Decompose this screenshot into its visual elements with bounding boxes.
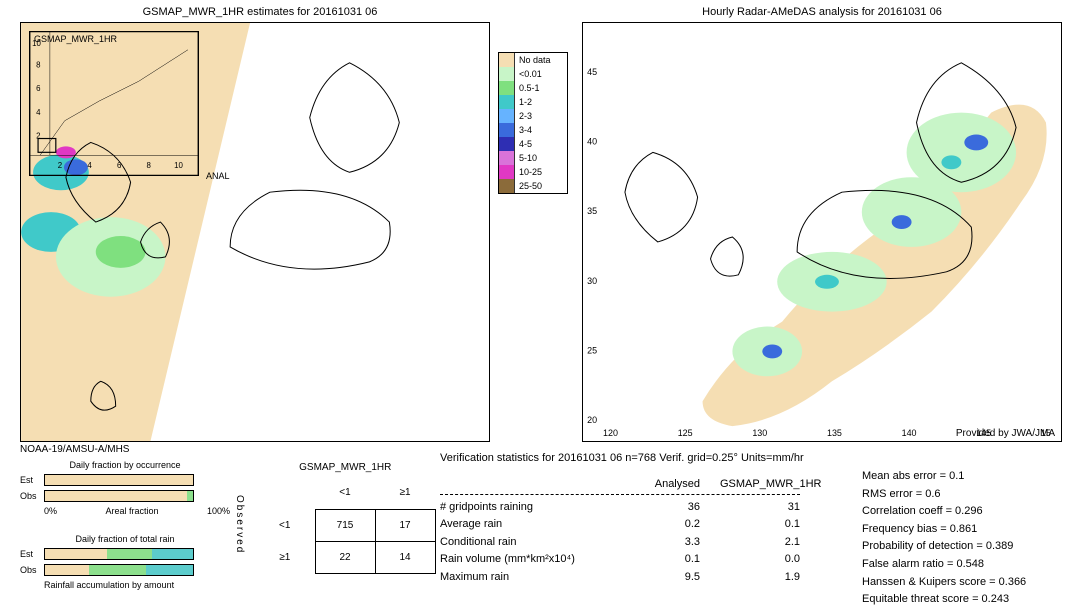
occ-title: Daily fraction by occurrence [20, 460, 230, 470]
occ-axis-1: Areal fraction [105, 506, 158, 516]
left-map-inset: GSMAP_MWR_1HR 2 4 6 8 10 2 4 6 8 10 [29, 31, 199, 176]
legend-row: 3-4 [499, 123, 567, 137]
matrix-cell-10: 22 [315, 541, 375, 573]
verif-row: Average rain0.20.1 [440, 516, 800, 534]
verif-header: Verification statistics for 20161031 06 … [440, 452, 804, 464]
bar-row: Est [20, 474, 230, 486]
right-map-title: Hourly Radar-AMeDAS analysis for 2016103… [582, 6, 1062, 18]
verif-row: # gridpoints raining3631 [440, 499, 800, 517]
bar-row: Obs [20, 490, 230, 502]
svg-text:120: 120 [603, 428, 618, 438]
matrix-cell-01: 17 [375, 509, 435, 541]
legend-row: <0.01 [499, 67, 567, 81]
left-map-footer: NOAA-19/AMSU-A/MHS [20, 444, 129, 455]
score-row: RMS error = 0.6 [862, 486, 1026, 504]
left-map-title: GSMAP_MWR_1HR estimates for 20161031 06 [20, 6, 500, 18]
svg-text:10: 10 [174, 161, 183, 170]
matrix-col-0: <1 [315, 477, 375, 509]
svg-text:130: 130 [752, 428, 767, 438]
legend-row: No data [499, 53, 567, 67]
verif-head-0: Analysed [620, 476, 720, 494]
verif-head-1: GSMAP_MWR_1HR [720, 476, 800, 494]
rain-title: Daily fraction of total rain [20, 534, 230, 544]
svg-text:25: 25 [587, 345, 597, 355]
svg-text:4: 4 [36, 108, 41, 117]
left-map-panel: GSMAP_MWR_1HR 2 4 6 8 10 2 4 6 8 10 ANAL [20, 22, 490, 442]
legend-row: 0.5-1 [499, 81, 567, 95]
svg-text:10: 10 [32, 39, 41, 48]
rain-axis: Rainfall accumulation by amount [20, 580, 230, 590]
score-row: False alarm ratio = 0.548 [862, 556, 1026, 574]
legend-row: 1-2 [499, 95, 567, 109]
svg-text:125: 125 [678, 428, 693, 438]
occ-axis-0: 0% [44, 506, 57, 516]
rain-fraction-block: Daily fraction of total rain Est Obs Rain… [20, 534, 230, 590]
verif-row: Maximum rain9.51.9 [440, 569, 800, 587]
svg-text:8: 8 [36, 61, 41, 70]
svg-text:4: 4 [87, 161, 92, 170]
svg-text:2: 2 [36, 132, 40, 141]
contingency-matrix: GSMAP_MWR_1HR <1 ≥1 <1 715 17 ≥1 22 14 [255, 462, 436, 574]
scores-block: Mean abs error = 0.1RMS error = 0.6Corre… [862, 468, 1026, 609]
verif-row: Rain volume (mm*km²x10⁴)0.10.0 [440, 551, 800, 569]
legend-row: 10-25 [499, 165, 567, 179]
svg-text:30: 30 [587, 276, 597, 286]
legend-row: 2-3 [499, 109, 567, 123]
bar-row: Obs [20, 564, 230, 576]
bar-row: Est [20, 548, 230, 560]
svg-text:35: 35 [587, 206, 597, 216]
svg-text:8: 8 [147, 161, 152, 170]
legend-row: 5-10 [499, 151, 567, 165]
matrix-cell-00: 715 [315, 509, 375, 541]
occurrence-fraction-block: Daily fraction by occurrence Est Obs 0% A… [20, 460, 230, 516]
matrix-cell-11: 14 [375, 541, 435, 573]
color-legend: No data<0.010.5-11-22-33-44-55-1010-2525… [498, 52, 568, 194]
verif-table: Analysed GSMAP_MWR_1HR # gridpoints rain… [440, 476, 800, 587]
matrix-row-0: <1 [255, 509, 315, 541]
score-row: Probability of detection = 0.389 [862, 538, 1026, 556]
observed-side-label: Observed [234, 495, 245, 554]
svg-text:135: 135 [827, 428, 842, 438]
svg-text:6: 6 [117, 161, 122, 170]
right-map-panel: 120 125 130 135 140 145 15 45 40 35 30 2… [582, 22, 1062, 442]
svg-text:20: 20 [587, 415, 597, 425]
legend-row: 25-50 [499, 179, 567, 193]
score-row: Equitable threat score = 0.243 [862, 591, 1026, 609]
occ-axis-2: 100% [207, 506, 230, 516]
svg-text:2: 2 [58, 161, 62, 170]
provided-by-label: Provided by JWA/JMA [956, 428, 1055, 439]
right-map-svg: 120 125 130 135 140 145 15 45 40 35 30 2… [583, 23, 1061, 441]
score-row: Correlation coeff = 0.296 [862, 503, 1026, 521]
matrix-row-1: ≥1 [255, 541, 315, 573]
verif-row: Conditional rain3.32.1 [440, 534, 800, 552]
score-row: Mean abs error = 0.1 [862, 468, 1026, 486]
matrix-title: GSMAP_MWR_1HR [255, 462, 436, 473]
score-row: Hanssen & Kuipers score = 0.366 [862, 574, 1026, 592]
svg-text:6: 6 [36, 84, 41, 93]
legend-row: 4-5 [499, 137, 567, 151]
matrix-col-1: ≥1 [375, 477, 435, 509]
score-row: Frequency bias = 0.861 [862, 521, 1026, 539]
anal-label: ANAL [206, 171, 230, 181]
svg-text:40: 40 [587, 136, 597, 146]
svg-text:45: 45 [587, 67, 597, 77]
inset-svg: 2 4 6 8 10 2 4 6 8 10 [30, 32, 198, 175]
svg-text:140: 140 [902, 428, 917, 438]
